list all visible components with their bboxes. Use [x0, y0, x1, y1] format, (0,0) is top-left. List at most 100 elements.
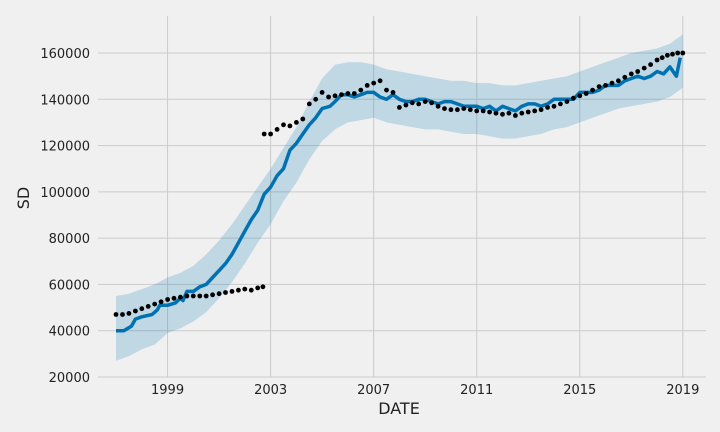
- observed-point: [339, 92, 344, 98]
- observed-point: [229, 289, 235, 294]
- observed-point: [390, 90, 396, 95]
- y-tick-label: 100000: [40, 186, 90, 201]
- observed-point: [210, 292, 216, 298]
- observed-point: [519, 110, 525, 116]
- observed-point: [274, 126, 280, 132]
- observed-point: [596, 84, 602, 89]
- observed-point: [513, 113, 518, 118]
- uncertainty-band-layer: [116, 34, 683, 361]
- observed-point: [665, 52, 670, 58]
- observed-point: [145, 304, 151, 309]
- observed-point: [165, 297, 171, 302]
- grid: [98, 16, 706, 378]
- observed-point: [300, 116, 306, 122]
- observed-point: [551, 103, 557, 109]
- observed-point: [467, 107, 473, 113]
- observed-point: [371, 80, 377, 86]
- observed-point: [197, 293, 203, 299]
- observed-point: [287, 123, 293, 129]
- y-tick-label: 120000: [40, 140, 90, 155]
- observed-point: [332, 93, 338, 99]
- observed-point: [545, 105, 550, 110]
- observed-point: [384, 87, 389, 93]
- observed-point: [670, 51, 675, 57]
- observed-point: [455, 107, 460, 113]
- observed-point: [281, 122, 286, 128]
- x-tick-label: 2011: [460, 383, 493, 398]
- observed-point: [152, 301, 158, 307]
- observed-point: [313, 96, 319, 102]
- y-tick-label: 20000: [49, 371, 90, 386]
- observed-point: [397, 105, 402, 110]
- observed-point: [525, 109, 531, 115]
- observed-point: [622, 74, 628, 80]
- observed-point: [480, 108, 486, 114]
- observed-point: [133, 308, 138, 314]
- observed-point: [171, 295, 177, 301]
- observed-point: [223, 290, 228, 295]
- observed-point: [113, 312, 119, 317]
- observed-point: [126, 311, 132, 316]
- y-tick-label: 140000: [40, 93, 90, 108]
- y-tick-label: 80000: [49, 232, 90, 247]
- observed-point: [474, 108, 480, 114]
- observed-point: [577, 93, 583, 99]
- observed-point: [345, 91, 351, 96]
- observed-point: [255, 285, 261, 291]
- observed-point: [364, 83, 370, 88]
- uncertainty-band: [116, 34, 683, 361]
- observed-point: [435, 103, 441, 109]
- observed-point: [603, 83, 608, 88]
- observed-point: [306, 101, 312, 107]
- observed-point: [260, 284, 266, 290]
- observed-point: [268, 131, 273, 137]
- observed-point: [294, 120, 299, 125]
- observed-point: [184, 293, 190, 299]
- observed-point: [680, 50, 686, 56]
- observed-point: [351, 91, 357, 96]
- observed-point: [248, 287, 254, 293]
- observed-point: [448, 107, 454, 113]
- y-axis-label: SD: [14, 187, 33, 209]
- observed-point: [242, 286, 248, 292]
- observed-point: [358, 87, 364, 93]
- observed-point: [659, 55, 665, 61]
- observed-point: [675, 50, 681, 56]
- observed-point: [558, 101, 563, 107]
- observed-point: [236, 287, 241, 293]
- observed-point: [583, 91, 589, 96]
- observed-point: [648, 62, 653, 67]
- observed-point: [487, 109, 492, 115]
- observed-point: [442, 106, 447, 111]
- observed-point: [120, 312, 125, 317]
- observed-point: [628, 71, 634, 77]
- observed-point: [506, 110, 512, 116]
- x-axis-ticks: 1999 2003 2007 2011 2015 2019: [151, 383, 699, 398]
- y-axis-ticks: 20000 40000 60000 80000 100000 120000 140000 16…: [40, 47, 90, 386]
- observed-point: [319, 90, 325, 95]
- observed-point: [641, 65, 647, 71]
- observed-point: [493, 110, 499, 116]
- observed-point: [564, 99, 570, 104]
- observed-point: [429, 100, 434, 106]
- x-axis-label: DATE: [378, 399, 420, 418]
- observed-points-layer: [113, 50, 686, 317]
- observed-point: [326, 94, 331, 100]
- observed-point: [461, 106, 467, 111]
- y-tick-label: 60000: [49, 278, 90, 293]
- x-tick-label: 2003: [254, 383, 287, 398]
- x-tick-label: 2007: [357, 383, 390, 398]
- observed-point: [139, 306, 145, 312]
- x-tick-label: 2019: [666, 383, 699, 398]
- observed-point: [500, 111, 505, 117]
- observed-point: [261, 131, 267, 137]
- observed-point: [403, 102, 409, 108]
- observed-point: [377, 78, 383, 84]
- observed-point: [409, 100, 415, 106]
- observed-point: [216, 291, 222, 297]
- observed-point: [190, 293, 196, 299]
- observed-point: [635, 69, 641, 74]
- observed-point: [203, 293, 209, 299]
